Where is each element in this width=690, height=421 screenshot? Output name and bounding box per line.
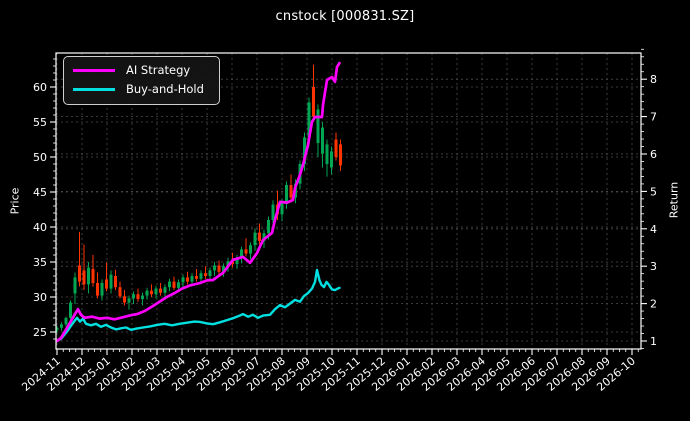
candle-body (55, 327, 59, 330)
candle-body (150, 290, 153, 295)
series-line-buy-and-hold (55, 268, 341, 343)
candle-body (172, 281, 176, 288)
candle-body (100, 283, 104, 296)
candle-body (334, 139, 338, 157)
candle-body (289, 185, 293, 198)
candle-body (199, 273, 203, 279)
candle-body (141, 295, 144, 300)
candle-body (325, 144, 329, 164)
right-tick-label: 8 (650, 73, 657, 86)
candle-body (285, 185, 288, 203)
candle-body (181, 277, 185, 283)
candle-body (244, 249, 248, 254)
candle-body (330, 151, 333, 168)
candle-body (204, 273, 207, 276)
left-tick-label: 55 (33, 116, 47, 129)
candle-body (177, 282, 180, 288)
candle-body (312, 87, 315, 117)
series-line-ai-strategy (55, 61, 341, 343)
candle-body (235, 257, 239, 265)
right-tick-label: 7 (650, 111, 657, 124)
candle-body (118, 287, 122, 297)
candle-body (105, 279, 108, 289)
legend-item-buy-and-hold: Buy-and-Hold (73, 81, 204, 96)
left-tick-label: 40 (33, 221, 47, 234)
candle-body (127, 298, 131, 303)
candle-body (154, 288, 158, 295)
candle-body (262, 233, 266, 241)
candle-body (109, 274, 113, 289)
left-tick-label: 35 (33, 256, 47, 269)
candle-body (226, 261, 230, 267)
candle-body (186, 277, 189, 282)
legend-item-ai-strategy: AI Strategy (73, 63, 204, 77)
chart-title: cnstock [000831.SZ] (275, 9, 415, 24)
candle-body (123, 296, 126, 303)
candle-body (195, 276, 198, 279)
legend-label-buy-and-hold: Buy-and-Hold (126, 81, 204, 96)
left-tick-label: 30 (33, 291, 47, 304)
candle-body (87, 267, 90, 285)
candle-body (190, 276, 194, 282)
legend-box: AI Strategy Buy-and-Hold (63, 56, 220, 105)
candle-body (307, 102, 311, 138)
candle-body (240, 249, 243, 258)
candle-body (168, 281, 171, 288)
candle-body (321, 127, 324, 154)
candle-body (253, 232, 257, 246)
candle-body (316, 109, 320, 143)
candle-body (339, 144, 342, 166)
left-axis-label: Price (8, 187, 22, 215)
candle-body (96, 283, 99, 296)
left-tick-label: 60 (33, 81, 47, 94)
right-tick-label: 3 (650, 260, 657, 273)
candle-body (64, 318, 68, 325)
right-tick-label: 5 (650, 185, 657, 198)
candle-body (217, 265, 221, 272)
candle-body (249, 245, 252, 254)
right-tick-label: 1 (650, 335, 657, 348)
candle-body (303, 137, 306, 164)
candle-body (60, 324, 63, 328)
candle-body (258, 232, 261, 241)
left-tick-label: 45 (33, 186, 47, 199)
candle-body (82, 270, 86, 285)
candle-body (159, 288, 162, 293)
candle-body (132, 294, 135, 299)
plot-frame (55, 52, 642, 350)
right-tick-label: 2 (650, 298, 657, 311)
legend-label-ai-strategy: AI Strategy (126, 63, 191, 77)
candle-body (136, 294, 140, 300)
candle-body (231, 261, 234, 265)
candle-body (271, 204, 275, 220)
candle-body (163, 287, 167, 293)
candle-body (91, 269, 95, 283)
candle-body (267, 220, 270, 234)
candle-body (222, 266, 225, 272)
left-tick-label: 25 (33, 326, 47, 339)
candle-body (69, 302, 72, 318)
candle-body (114, 276, 117, 288)
candle-body (73, 277, 77, 294)
candle-body (208, 270, 212, 276)
candle-body (213, 265, 216, 271)
right-tick-label: 4 (650, 223, 657, 236)
ai-strategy-line-swatch (73, 69, 115, 73)
candle-body (280, 202, 284, 215)
candle-body (78, 265, 81, 282)
right-axis-label: Return (667, 181, 681, 219)
right-tick-label: 6 (650, 148, 657, 161)
left-tick-label: 50 (33, 151, 47, 164)
buy-and-hold-line-swatch (73, 87, 115, 91)
candle-body (145, 290, 149, 296)
